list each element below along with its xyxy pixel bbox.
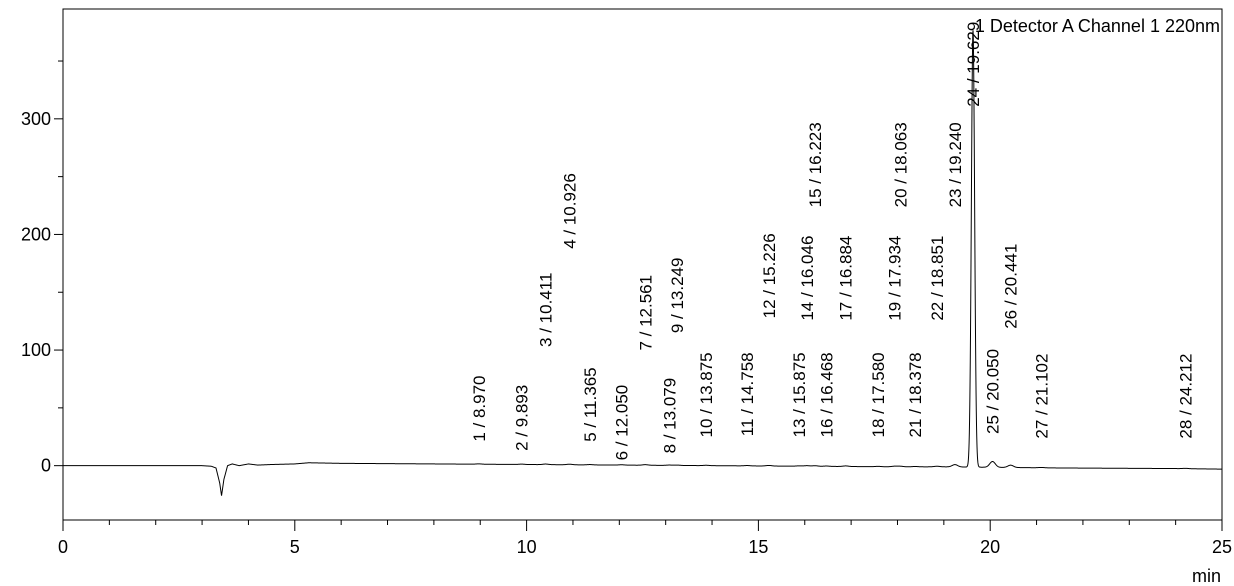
y-tick-label: 300 [21, 109, 51, 129]
peak-label: 22 / 18.851 [928, 236, 947, 321]
peak-label: 23 / 19.240 [946, 122, 965, 207]
peak-label: 5 / 11.365 [581, 367, 600, 441]
peak-label: 16 / 16.468 [817, 352, 836, 437]
peak-label: 10 / 13.875 [697, 352, 716, 437]
peak-label: 1 / 8.970 [470, 375, 489, 441]
peak-label: 18 / 17.580 [869, 352, 888, 437]
x-tick-label: 5 [290, 537, 300, 557]
peak-label: 11 / 14.758 [738, 352, 757, 436]
peak-label: 6 / 12.050 [613, 385, 632, 461]
plot-frame [62, 8, 1223, 521]
peak-label: 25 / 20.050 [984, 349, 1003, 434]
peak-label: 7 / 12.561 [636, 275, 655, 351]
peak-label: 8 / 13.079 [660, 378, 679, 454]
chromatogram-trace [63, 30, 1222, 496]
peak-label: 24 / 19.629 [964, 22, 983, 107]
peak-label: 28 / 24.212 [1176, 354, 1195, 439]
peak-label: 21 / 18.378 [906, 352, 925, 437]
axis-ticks [54, 60, 1223, 531]
peak-label: 17 / 16.884 [837, 236, 856, 321]
peak-label: 13 / 15.875 [790, 352, 809, 437]
x-tick-label: 0 [58, 537, 68, 557]
x-tick-label: 25 [1212, 537, 1232, 557]
chart-title: 1 Detector A Channel 1 220nm [975, 16, 1220, 36]
peak-label: 15 / 16.223 [806, 122, 825, 207]
peak-label: 4 / 10.926 [561, 173, 580, 249]
y-tick-label: 200 [21, 224, 51, 244]
y-tick-label: 100 [21, 340, 51, 360]
peak-label: 20 / 18.063 [891, 122, 910, 207]
peak-label: 27 / 21.102 [1032, 354, 1051, 439]
peak-labels: 1 / 8.970 2 / 9.893 3 / 10.411 4 / 10.926 5 … [470, 22, 1196, 461]
x-axis-label: min [1192, 566, 1221, 586]
axis-tick-labels: 0 5 10 15 20 25 0 100 200 300 [21, 109, 1232, 557]
peak-label: 26 / 20.441 [1002, 244, 1021, 329]
peak-label: 9 / 13.249 [668, 258, 687, 334]
peak-label: 3 / 10.411 [537, 273, 556, 347]
y-tick-label: 0 [41, 456, 51, 476]
peak-label: 12 / 15.226 [760, 233, 779, 318]
x-tick-label: 10 [517, 537, 537, 557]
x-tick-label: 15 [748, 537, 768, 557]
peak-label: 2 / 9.893 [513, 385, 532, 451]
x-tick-label: 20 [980, 537, 1000, 557]
peak-label: 19 / 17.934 [885, 236, 904, 321]
peak-label: 14 / 16.046 [798, 236, 817, 321]
